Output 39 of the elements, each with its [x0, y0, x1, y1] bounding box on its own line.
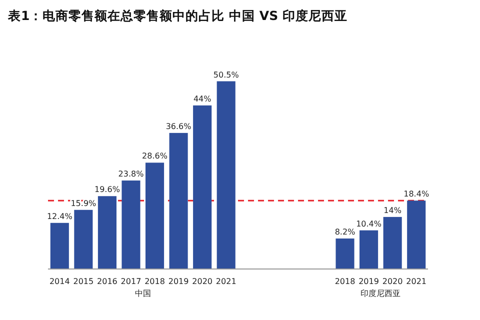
x-tick-label: 2018: [144, 277, 165, 286]
x-tick-label: 2019: [358, 277, 379, 286]
x-tick-label: 2017: [120, 277, 142, 286]
data-label: 14%: [384, 206, 402, 215]
x-tick-label: 2020: [192, 277, 213, 286]
bar: [193, 105, 212, 269]
x-tick-label: 2019: [168, 277, 189, 286]
data-label: 18.4%: [404, 190, 430, 199]
bar: [169, 132, 188, 269]
bar: [145, 162, 164, 269]
data-label: 36.6%: [166, 122, 192, 131]
bar: [74, 210, 93, 269]
data-label: 12.4%: [46, 212, 73, 221]
data-label: 50.5%: [213, 70, 240, 80]
x-tick-label: 2015: [73, 277, 94, 286]
text: 中国: [134, 289, 151, 298]
data-label: 44%: [193, 94, 212, 104]
data-label: 19.6%: [94, 185, 120, 194]
bar: [98, 196, 116, 269]
bar: [336, 238, 354, 269]
data-label: 10.4%: [356, 219, 382, 228]
bar: [50, 222, 69, 269]
x-tick-label: 2016: [97, 277, 118, 286]
bar: [122, 180, 140, 269]
bar: [216, 81, 236, 269]
x-tick-label: 2018: [334, 277, 356, 286]
data-label: 23.8%: [118, 170, 144, 179]
bar: [383, 216, 402, 269]
x-tick-label: 2021: [406, 277, 427, 286]
data-label: 28.6%: [142, 152, 168, 161]
x-tick-label: 2020: [382, 277, 403, 286]
data-label: 8.2%: [334, 228, 356, 237]
bar: [407, 200, 426, 269]
data-label: 15.9%: [70, 198, 97, 208]
text: 印度尼西亚: [360, 289, 401, 298]
bar: [360, 230, 378, 269]
x-tick-label: 2021: [216, 277, 236, 286]
chart-title: 表1：电商零售额在总零售额中的占比 中国 VS 印度尼西亚: [7, 8, 348, 23]
x-tick-label: 2014: [49, 277, 70, 286]
